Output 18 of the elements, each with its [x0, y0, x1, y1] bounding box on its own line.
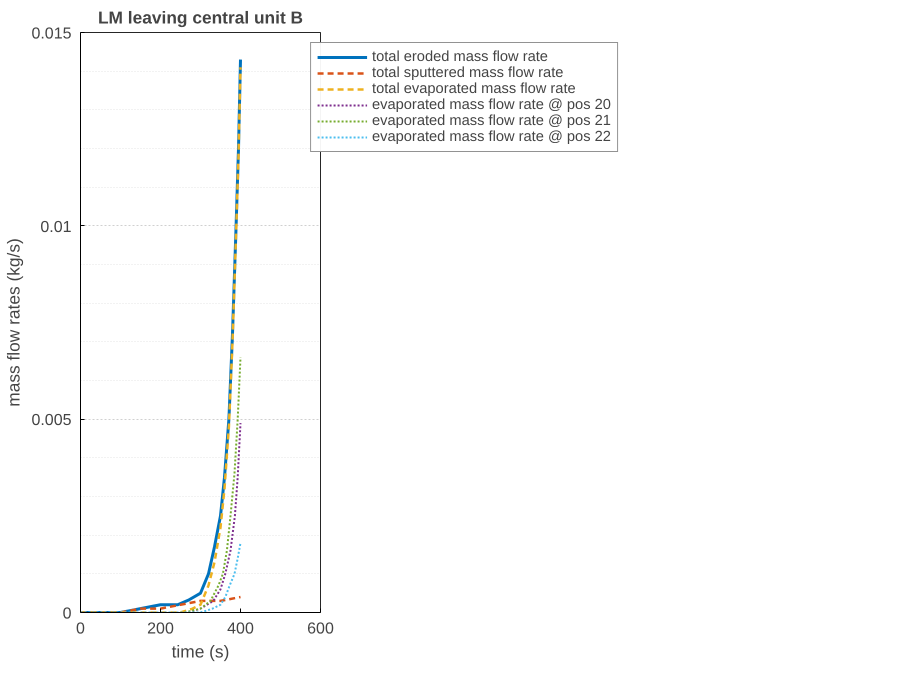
y-axis-title: mass flow rates (kg/s) [3, 238, 24, 407]
legend-label: total sputtered mass flow rate [372, 65, 564, 81]
line-series [80, 542, 242, 612]
chart-title: LM leaving central unit B [98, 8, 304, 28]
y-tick-label: 0.015 [31, 26, 72, 42]
x-tick-label: 0 [76, 620, 86, 638]
y-tick-label: 0 [62, 606, 72, 622]
legend-label: evaporated mass flow rate @ pos 21 [372, 113, 611, 129]
y-tick-label: 0.005 [31, 412, 72, 430]
y-tick-label: 0.01 [40, 218, 72, 236]
x-axis-title: time (s) [172, 642, 230, 662]
legend-label: total eroded mass flow rate [372, 49, 548, 65]
legend-label: evaporated mass flow rate @ pos 20 [372, 97, 611, 113]
legend-label: total evaporated mass flow rate [372, 81, 576, 97]
x-tick-label: 400 [227, 620, 254, 638]
x-tick-label: 200 [147, 620, 174, 638]
legend-label: evaporated mass flow rate @ pos 22 [372, 129, 611, 145]
x-tick-label: 600 [307, 620, 334, 638]
